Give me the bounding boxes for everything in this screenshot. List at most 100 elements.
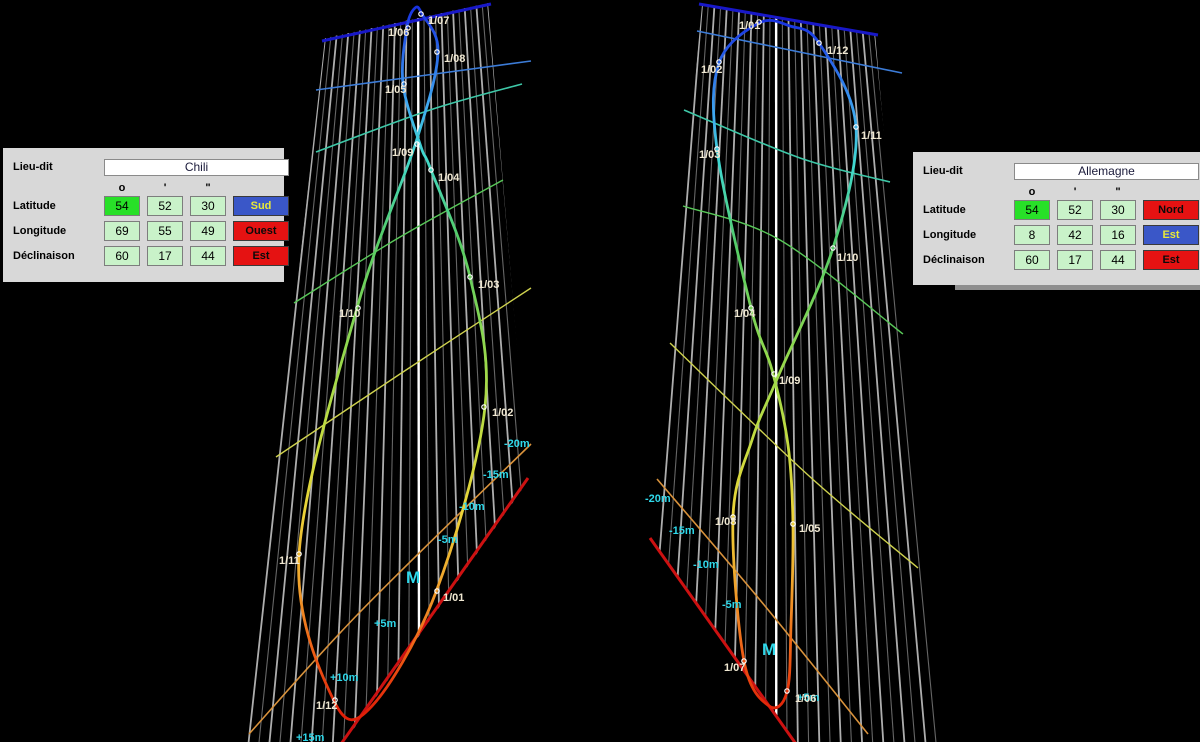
date-label: 1/05 <box>385 84 406 96</box>
longitude-min-field[interactable]: 42 <box>1057 225 1093 245</box>
declination-lines <box>648 2 919 742</box>
declination-lines <box>248 2 532 742</box>
eot-label: -15m <box>483 469 509 481</box>
declination-direction-button[interactable]: Est <box>233 246 289 266</box>
longitude-min-field[interactable]: 55 <box>147 221 183 241</box>
degrees-symbol: o <box>118 182 126 194</box>
eot-label: +10m <box>330 672 359 684</box>
declination-sec-field[interactable]: 44 <box>1100 250 1136 270</box>
eot-label: -5m <box>722 599 742 611</box>
date-label: 1/06 <box>388 27 409 39</box>
date-label: 1/12 <box>827 45 848 57</box>
declination-label: Déclinaison <box>923 254 985 266</box>
longitude-row: Longitude 69 55 49 Ouest <box>13 221 289 241</box>
panel-drop-shadow <box>955 285 1200 290</box>
minutes-symbol: ' <box>1073 186 1077 198</box>
longitude-label: Longitude <box>13 225 67 237</box>
declination-sec-field[interactable]: 44 <box>190 246 226 266</box>
latitude-sec-field[interactable]: 30 <box>1100 200 1136 220</box>
date-label: 1/04 <box>734 308 756 320</box>
date-marker <box>730 514 736 520</box>
declination-min-field[interactable]: 17 <box>147 246 183 266</box>
eot-label: +15m <box>296 732 325 742</box>
lieu-dit-label: Lieu-dit <box>13 161 53 173</box>
hour-lines <box>245 3 528 742</box>
date-marker <box>830 245 836 251</box>
latitude-label: Latitude <box>923 204 966 216</box>
latitude-hemisphere-button[interactable]: Sud <box>233 196 289 216</box>
latitude-hemisphere-button[interactable]: Nord <box>1143 200 1199 220</box>
minutes-symbol: ' <box>163 182 167 194</box>
longitude-sec-field[interactable]: 16 <box>1100 225 1136 245</box>
date-marker <box>784 688 790 694</box>
date-label: 1/09 <box>779 375 800 387</box>
latitude-min-field[interactable]: 52 <box>1057 200 1093 220</box>
seconds-symbol: " <box>205 182 211 194</box>
date-marker <box>414 141 420 147</box>
declination-deg-field[interactable]: 60 <box>1014 250 1050 270</box>
longitude-deg-field[interactable]: 8 <box>1014 225 1050 245</box>
latitude-min-field[interactable]: 52 <box>147 196 183 216</box>
date-marker <box>714 146 720 152</box>
declination-direction-button[interactable]: Est <box>1143 250 1199 270</box>
eot-label: -5m <box>438 534 458 546</box>
latitude-sec-field[interactable]: 30 <box>190 196 226 216</box>
hour-lines <box>652 5 938 742</box>
declination-deg-field[interactable]: 60 <box>104 246 140 266</box>
latitude-row: Latitude 54 52 30 Sud <box>13 196 289 216</box>
date-label: 1/01 <box>739 20 760 32</box>
date-marker <box>741 658 747 664</box>
latitude-row: Latitude 54 52 30 Nord <box>923 200 1200 220</box>
date-label: 1/01 <box>443 592 464 604</box>
eot-label: +5m <box>797 692 820 704</box>
lieu-dit-input[interactable] <box>104 158 289 176</box>
date-label: 1/06 <box>795 693 816 705</box>
sundial-chart-right: -20m-15m-10m-5m+5mM1/011/121/021/111/031… <box>645 2 938 742</box>
eot-label: +5m <box>374 618 397 630</box>
declination-label: Déclinaison <box>13 250 75 262</box>
date-marker <box>756 19 762 25</box>
date-label: 1/12 <box>316 700 337 712</box>
date-label: 1/03 <box>478 279 499 291</box>
mean-noon-label: M <box>762 640 776 659</box>
date-marker <box>296 551 302 557</box>
latitude-label: Latitude <box>13 200 56 212</box>
mean-noon-label: M <box>406 568 420 587</box>
date-marker <box>816 40 822 46</box>
latitude-deg-field[interactable]: 54 <box>104 196 140 216</box>
date-marker <box>790 521 796 527</box>
date-marker <box>332 697 338 703</box>
date-marker <box>467 274 473 280</box>
date-labels: 1/07 1/06 1/08 1/05 1/09 1/04 1/03 1/10 1/02 1/11… <box>279 11 513 712</box>
equation-of-time-labels: -20m -15m -10m -5m +5m +10m +15m M <box>296 438 530 742</box>
latitude-deg-field[interactable]: 54 <box>1014 200 1050 220</box>
eot-label: -15m <box>669 525 695 537</box>
lieu-dit-input[interactable] <box>1014 162 1199 180</box>
longitude-row: Longitude 8 42 16 Est <box>923 225 1200 245</box>
date-marker <box>481 404 487 410</box>
analemma-curve <box>297 5 488 722</box>
date-label: 1/04 <box>438 172 460 184</box>
date-label: 1/03 <box>699 149 720 161</box>
date-label: 1/10 <box>339 308 360 320</box>
eot-label: -20m <box>645 493 671 505</box>
date-marker <box>716 59 722 65</box>
longitude-hemisphere-button[interactable]: Ouest <box>233 221 289 241</box>
date-marker <box>434 588 440 594</box>
eot-label: -10m <box>459 501 485 513</box>
date-marker <box>418 11 424 17</box>
longitude-hemisphere-button[interactable]: Est <box>1143 225 1199 245</box>
longitude-deg-field[interactable]: 69 <box>104 221 140 241</box>
declination-row: Déclinaison 60 17 44 Est <box>923 250 1200 270</box>
longitude-sec-field[interactable]: 49 <box>190 221 226 241</box>
date-labels: 1/01 1/12 1/02 1/11 1/03 1/10 1/04 1/09 1/08 1/05… <box>699 19 882 705</box>
location-panel-left: Lieu-dit o ' " Latitude 54 52 30 Sud Lon… <box>3 148 289 282</box>
eot-label: -10m <box>693 559 719 571</box>
sundial-chart-left: -20m-15m-10m-5m+5m+10m+15mM1/071/061/081… <box>245 2 532 742</box>
date-marker <box>748 305 754 311</box>
date-label: 1/07 <box>428 15 449 27</box>
date-marker <box>401 81 407 87</box>
declination-min-field[interactable]: 17 <box>1057 250 1093 270</box>
date-marker <box>434 49 440 55</box>
